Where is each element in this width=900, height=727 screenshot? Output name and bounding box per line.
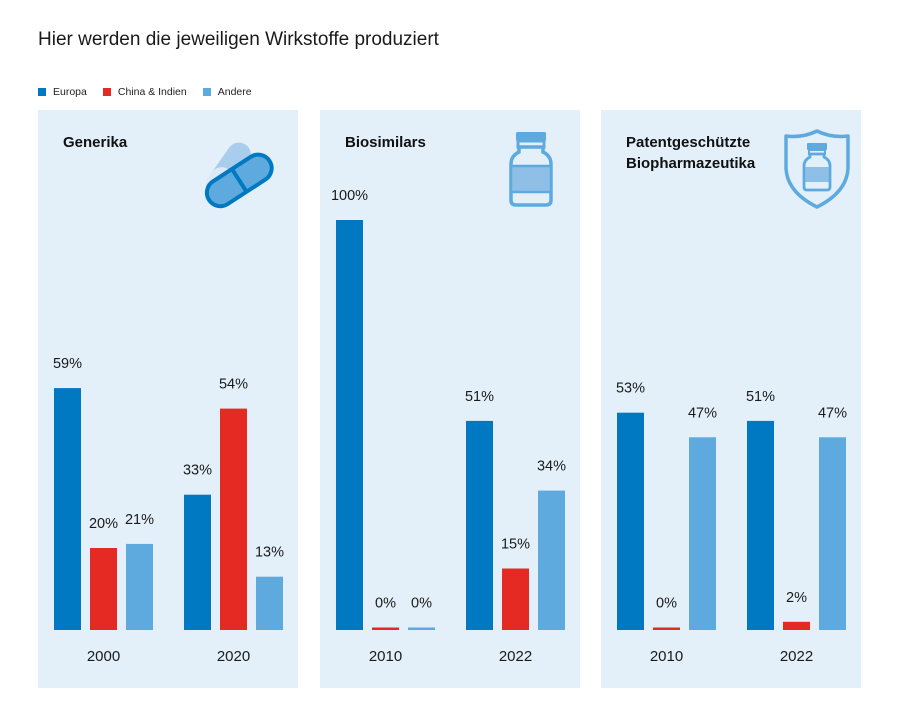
bar-2000-europa [54,388,81,630]
bar-2022-andere [819,437,846,630]
shield-vial-icon [784,129,850,209]
bar-label-2022-europa: 51% [465,389,494,405]
category-label-2010: 2010 [369,648,402,665]
panel-title-patentgeschuetzte-biopharmazeutika: Patentgeschützte Biopharmazeutika [626,132,755,174]
legend-label-andere: Andere [217,86,252,98]
bar-label-2000-europa: 59% [53,356,82,372]
panel-patentgeschuetzte-biopharmazeutika: Patentgeschützte Biopharmazeutika 53% 0% 4… [601,110,861,688]
bar-label-2022-andere: 34% [537,459,566,475]
category-label-2022: 2022 [780,648,813,665]
bar-2020-china-indien [220,408,247,630]
legend-label-china-indien: China & Indien [117,86,187,98]
chart-biosimilars: 100% 0% 0% 2010 51% 15% 34% 2022 [331,188,566,665]
bar-label-2000-andere: 21% [125,512,154,528]
bar-label-2022-china-indien: 15% [501,537,530,553]
legend-item-andere: Andere [202,86,252,98]
legend-label-europa: Europa [53,86,87,98]
bar-label-2020-china-indien: 54% [219,377,248,393]
bar-label-2010-andere: 47% [688,405,717,421]
bar-label-2020-andere: 13% [255,545,284,561]
bar-label-2022-andere: 47% [818,405,847,421]
legend-swatch-china-indien [102,88,111,96]
panel-generika: Generika 59% 20% 21% 2000 33% 54% 13% 2020 [38,110,298,688]
bar-2010-andere [689,437,716,630]
bar-2010-andere [408,627,435,630]
legend-swatch-andere [202,88,211,96]
bar-2010-europa [336,220,363,630]
bar-label-2000-china-indien: 20% [89,516,118,532]
bar-2000-andere [126,543,153,630]
panel-title-line-2: Biopharmazeutika [626,155,756,172]
bar-label-2022-china-indien: 2% [786,590,807,606]
vial-icon [509,132,553,207]
bar-label-2022-europa: 51% [746,389,775,405]
bar-2020-europa [184,494,211,630]
chart-generika: 59% 20% 21% 2000 33% 54% 13% 2020 [53,356,284,665]
bar-2022-china-indien [783,621,810,630]
panel-biosimilars: Biosimilars 100% 0% 0% 2010 51% 15% 34% 2022 [320,110,580,688]
bar-label-2010-andere: 0% [411,596,432,612]
bar-2022-china-indien [502,568,529,630]
panel-title-line-1: Patentgeschützte [626,134,751,151]
bar-label-2010-china-indien: 0% [656,596,677,612]
category-label-2020: 2020 [217,648,250,665]
pill-icon [204,142,274,209]
legend-swatch-europa [38,88,46,96]
bar-label-2010-europa: 100% [331,188,368,204]
category-label-2022: 2022 [499,648,532,665]
bar-2022-andere [538,490,565,630]
bar-label-2010-europa: 53% [616,381,645,397]
bar-2010-europa [617,412,644,630]
bar-label-2010-china-indien: 0% [375,596,396,612]
category-label-2000: 2000 [87,648,120,665]
bar-2020-andere [256,576,283,630]
legend-item-china-indien: China & Indien [102,86,187,98]
panel-title-generika: Generika [63,134,128,151]
panel-title-biosimilars: Biosimilars [345,134,426,151]
category-label-2010: 2010 [650,648,683,665]
bar-2010-china-indien [372,627,399,630]
bar-2000-china-indien [90,548,117,630]
bar-2022-europa [747,420,774,630]
bar-label-2020-europa: 33% [183,463,212,479]
chart-title: Hier werden die jeweiligen Wirkstoffe pr… [38,29,439,50]
legend: Europa China & Indien Andere [38,86,268,98]
bar-2010-china-indien [653,627,680,630]
legend-item-europa: Europa [38,86,87,98]
chart-patentgeschuetzte-biopharmazeutika: 53% 0% 47% 2010 51% 2% 47% 2022 [616,381,847,665]
bar-2022-europa [466,420,493,630]
